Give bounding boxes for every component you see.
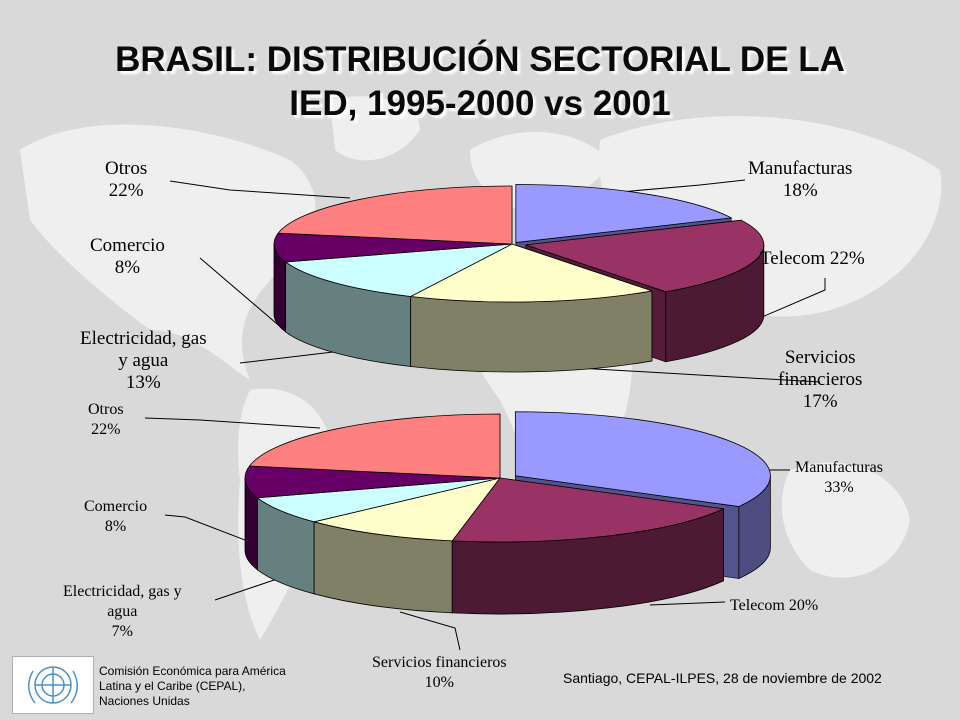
- pie-slice-comercio: [273, 232, 513, 263]
- title-line-1: BRASIL: DISTRIBUCIÓN SECTORIAL DE LA: [115, 40, 845, 79]
- pie-slice-telecom: [525, 219, 765, 293]
- pie-2001: [244, 411, 771, 615]
- leader-telecom-1: [754, 278, 826, 321]
- pie-slice-manufacturas: [515, 184, 733, 243]
- leader-comercio-2: [164, 514, 259, 546]
- label-pie1-otros: Otros 22%: [105, 158, 148, 201]
- map-north-america: [20, 124, 316, 381]
- label-pie1-telecom: Telecom 22%: [760, 248, 865, 269]
- map-australia: [781, 462, 910, 578]
- leader-telecom-2: [649, 601, 726, 606]
- label-pie2-electricidad: Electricidad, gas y agua 7%: [63, 583, 182, 640]
- pie-slice-otros: [277, 185, 513, 245]
- leader-otros-1: [169, 180, 351, 199]
- map-greenland: [330, 96, 420, 161]
- pie-slice-telecom: [451, 477, 725, 543]
- pie-slice-otros: [248, 413, 501, 479]
- footer-date: Santiago, CEPAL-ILPES, 28 de noviembre d…: [563, 670, 882, 686]
- pie-slice-electricidad-gas-y-agua: [256, 477, 501, 523]
- pie-slice-manufacturas: [514, 411, 771, 507]
- leader-manufacturas-1: [619, 179, 746, 193]
- label-pie1-manufacturas: Manufacturas 18%: [748, 158, 853, 201]
- title-line-2: IED, 1995-2000 vs 2001: [289, 84, 671, 123]
- label-pie1-comercio: Comercio 8%: [90, 235, 165, 278]
- slide-title: BRASIL: DISTRIBUCIÓN SECTORIAL DE LA IED…: [20, 38, 940, 126]
- label-pie2-telecom: Telecom 20%: [730, 597, 819, 614]
- un-emblem-icon: [28, 666, 78, 704]
- leader-comercio-1: [199, 257, 291, 336]
- pie-side-servicios-financieros: [410, 290, 653, 373]
- label-pie2-servicios: Servicios financieros 10%: [372, 654, 507, 691]
- leader-servfin-2: [399, 611, 461, 651]
- un-logo: [12, 656, 94, 714]
- label-pie2-comercio: Comercio 8%: [84, 498, 148, 535]
- label-pie1-electricidad: Electricidad, gas y agua 13%: [80, 328, 207, 393]
- label-pie1-servicios: Servicios financieros 17%: [778, 347, 863, 412]
- pie-slice-servicios-financieros: [314, 477, 501, 542]
- label-pie2-otros: Otros 22%: [88, 401, 124, 438]
- leader-otros-2: [144, 417, 321, 429]
- pie-slice-servicios-financieros: [409, 243, 653, 303]
- footer-organization: Comisión Económica para América Latina y…: [99, 664, 286, 708]
- pie-slice-electricidad-gas-y-agua: [284, 243, 513, 297]
- pie-slice-comercio: [244, 465, 501, 499]
- label-pie2-manufacturas: Manufacturas 33%: [795, 459, 883, 496]
- leader-elec-2: [214, 577, 281, 601]
- pie-1995-2000: [273, 184, 765, 373]
